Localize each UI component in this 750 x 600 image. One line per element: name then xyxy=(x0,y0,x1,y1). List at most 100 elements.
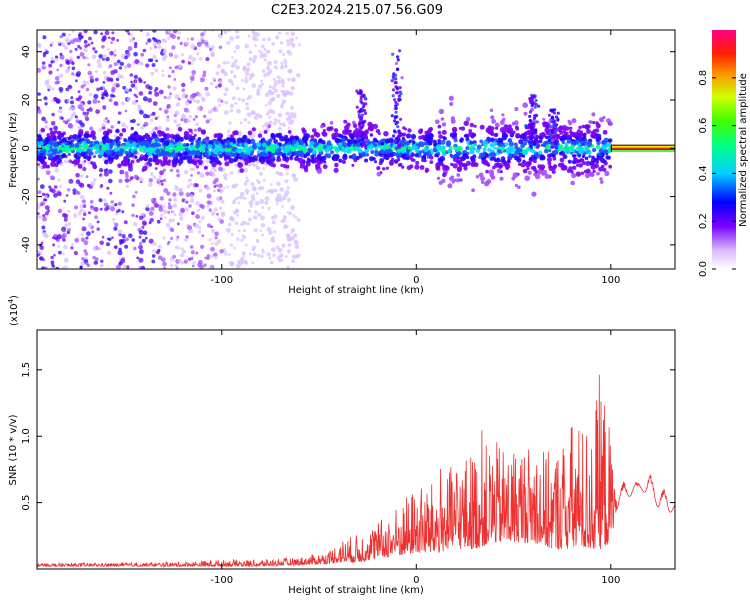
spectrogram-cell xyxy=(88,92,93,97)
spectrogram-cell xyxy=(283,215,286,219)
spectrogram-cell xyxy=(310,154,314,159)
spectrogram-cell xyxy=(158,204,163,209)
spectrogram-cell xyxy=(61,32,66,37)
spectrogram-cell xyxy=(317,146,323,153)
spectrogram-cell xyxy=(305,161,311,167)
spectrogram-cell xyxy=(247,162,252,167)
spectrogram-cell xyxy=(100,32,103,36)
spectrogram-cell xyxy=(49,151,53,154)
spectrogram-cell xyxy=(197,137,202,141)
spectrogram-cell xyxy=(212,180,217,185)
spectrogram-cell xyxy=(245,180,248,183)
spectrogram-cell xyxy=(283,193,288,198)
spectrogram-cell xyxy=(75,172,80,178)
spectrogram-cell xyxy=(91,230,95,234)
spectrogram-cell xyxy=(398,143,402,147)
spectrogram-cell xyxy=(146,165,150,169)
spectrogram-cell xyxy=(525,161,529,165)
spectrogram-cell xyxy=(548,149,552,153)
spectrogram-cell xyxy=(188,137,193,142)
spectrogram-cell xyxy=(97,63,102,68)
spectrogram-cell xyxy=(400,76,404,80)
spectrogram-cell xyxy=(231,146,237,152)
spectrogram-cell xyxy=(50,60,54,64)
spectrogram-cell xyxy=(234,221,239,226)
spectrogram-cell xyxy=(137,104,142,108)
spectrogram-cell xyxy=(112,83,116,87)
spectrogram-cell xyxy=(167,95,172,100)
spectrogram-cell xyxy=(97,100,101,104)
spectrogram-cell xyxy=(291,259,296,264)
spectrogram-cell xyxy=(522,168,528,174)
spectrogram-cell xyxy=(124,150,129,155)
spectrogram-cell xyxy=(119,242,122,245)
spectrogram-cell xyxy=(58,86,64,92)
spectrogram-cell xyxy=(201,144,207,149)
spectrogram-cell xyxy=(227,222,232,227)
spectrogram-cell xyxy=(198,220,202,224)
spectrogram-cell xyxy=(580,158,585,163)
spectrogram-cell xyxy=(42,216,47,222)
spectrogram-cell xyxy=(56,80,61,85)
spectrogram-cell xyxy=(346,138,351,143)
spectrogram-cell xyxy=(147,58,152,63)
spectrogram-cell xyxy=(299,164,304,169)
spectrogram-cell xyxy=(103,171,109,177)
spectrogram-cell xyxy=(260,79,264,83)
spectrogram-cell xyxy=(414,148,420,154)
spectrogram-cell xyxy=(410,158,415,162)
spectrogram-cell xyxy=(427,127,433,133)
spectrogram-cell xyxy=(152,175,156,180)
spectrogram-cell xyxy=(167,159,171,163)
spectrogram-cell xyxy=(214,231,219,237)
spectrogram-cell xyxy=(66,119,70,123)
spectrogram-cell xyxy=(286,39,291,44)
spectrogram-cell xyxy=(81,257,85,261)
spectrogram-cell xyxy=(241,234,245,238)
spectrogram-cell xyxy=(103,198,107,202)
spectrogram-cell xyxy=(515,133,521,139)
spectrogram-cell xyxy=(507,127,514,133)
spectrogram-cell xyxy=(85,56,89,60)
spectrogram-cell xyxy=(199,264,204,269)
spectrogram-cell xyxy=(365,153,370,157)
spectrogram-cell xyxy=(448,146,453,150)
spectrogram-cell xyxy=(128,88,132,92)
spectrogram-cell xyxy=(491,119,496,124)
spectrogram-cell xyxy=(376,166,381,171)
spectrogram-cell xyxy=(236,213,240,217)
spectrogram-cell xyxy=(201,130,206,135)
spectrogram-cell xyxy=(169,92,173,96)
spectrogram-cell xyxy=(581,136,586,141)
spectrogram-cell xyxy=(263,129,268,134)
spectrogram-cell xyxy=(158,174,162,179)
spectrogram-cell xyxy=(271,42,276,46)
spectrogram-cell xyxy=(218,153,222,157)
spectrogram-cell xyxy=(216,196,221,202)
spectrogram-cell xyxy=(68,140,73,145)
spectrogram-cell xyxy=(150,113,153,117)
spectrogram-cell xyxy=(215,184,219,188)
spectrogram-cell xyxy=(138,266,143,269)
colorbar-tick-label: 0.6 xyxy=(698,118,709,134)
spectrogram-cell xyxy=(274,196,280,202)
spectrogram-cell xyxy=(291,228,296,233)
spectrogram-cell xyxy=(134,191,138,194)
spectrogram-cell xyxy=(104,93,109,97)
spectrogram-cell xyxy=(271,220,276,225)
spectrogram-cell xyxy=(245,67,251,72)
spectrogram-cell xyxy=(260,222,266,228)
spectrogram-cell xyxy=(81,226,87,232)
spectrogram-cell xyxy=(118,178,123,184)
spectrogram-cell xyxy=(274,118,277,122)
spectrogram-cell xyxy=(394,106,398,110)
spectrogram-cell xyxy=(402,126,406,130)
spectrogram-cell xyxy=(395,87,399,91)
spectrogram-cell xyxy=(270,237,275,243)
spectrogram-cell xyxy=(138,177,144,182)
spectrogram-cell xyxy=(110,93,114,98)
spectrogram-cell xyxy=(420,134,426,140)
spectrogram-cell xyxy=(167,85,171,89)
spectrogram-cell xyxy=(210,108,215,112)
spectrogram-cell xyxy=(230,232,234,237)
